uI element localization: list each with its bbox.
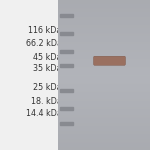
Text: 14.4 kDa: 14.4 kDa bbox=[26, 109, 62, 118]
Text: 25 kDa: 25 kDa bbox=[33, 83, 62, 92]
Bar bbox=[60, 32, 73, 35]
Bar bbox=[60, 122, 73, 125]
Text: 45 kDa: 45 kDa bbox=[33, 53, 62, 62]
Bar bbox=[63, 18, 135, 134]
Bar bbox=[60, 64, 73, 67]
FancyBboxPatch shape bbox=[94, 56, 125, 65]
Bar bbox=[60, 14, 73, 17]
Text: 116 kDa: 116 kDa bbox=[28, 26, 62, 35]
Text: 35 kDa: 35 kDa bbox=[33, 64, 62, 73]
Bar bbox=[60, 107, 73, 110]
Bar bbox=[60, 50, 73, 53]
Bar bbox=[19, 18, 63, 134]
Bar bbox=[60, 89, 73, 92]
Text: 66.2 kDa: 66.2 kDa bbox=[26, 39, 62, 48]
Text: 18. kDa: 18. kDa bbox=[31, 97, 62, 106]
